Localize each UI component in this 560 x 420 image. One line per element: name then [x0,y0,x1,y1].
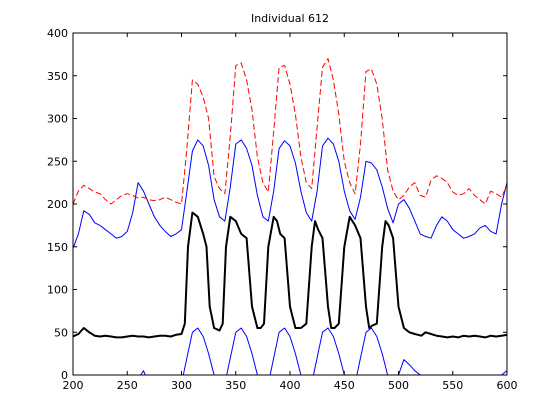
x-tick-label: 450 [334,379,355,392]
x-tick-label: 200 [63,379,84,392]
chart-title: Individual 612 [251,12,329,25]
series-line-2 [73,58,507,205]
y-tick-label: 350 [47,70,68,83]
x-tick-label: 350 [225,379,246,392]
x-tick-label: 500 [388,379,409,392]
y-tick-label: 0 [61,369,68,382]
y-tick-label: 50 [54,326,68,339]
y-tick-label: 300 [47,113,68,126]
series-line-4 [140,327,507,375]
y-axis: 0 50 100 150 200 250 300 350 400 [47,27,507,382]
series-layer [73,58,507,375]
x-tick-label: 400 [280,379,301,392]
x-axis: 200 250 300 350 400 450 500 550 600 [63,33,518,392]
series-line-1 [73,137,507,249]
x-tick-label: 600 [497,379,518,392]
y-tick-label: 250 [47,155,68,168]
x-tick-label: 550 [442,379,463,392]
series-line-3 [73,211,507,339]
y-tick-label: 100 [47,284,68,297]
y-tick-label: 200 [47,198,68,211]
x-tick-label: 250 [117,379,138,392]
x-tick-label: 300 [171,379,192,392]
y-tick-label: 400 [47,27,68,40]
y-tick-label: 150 [47,241,68,254]
